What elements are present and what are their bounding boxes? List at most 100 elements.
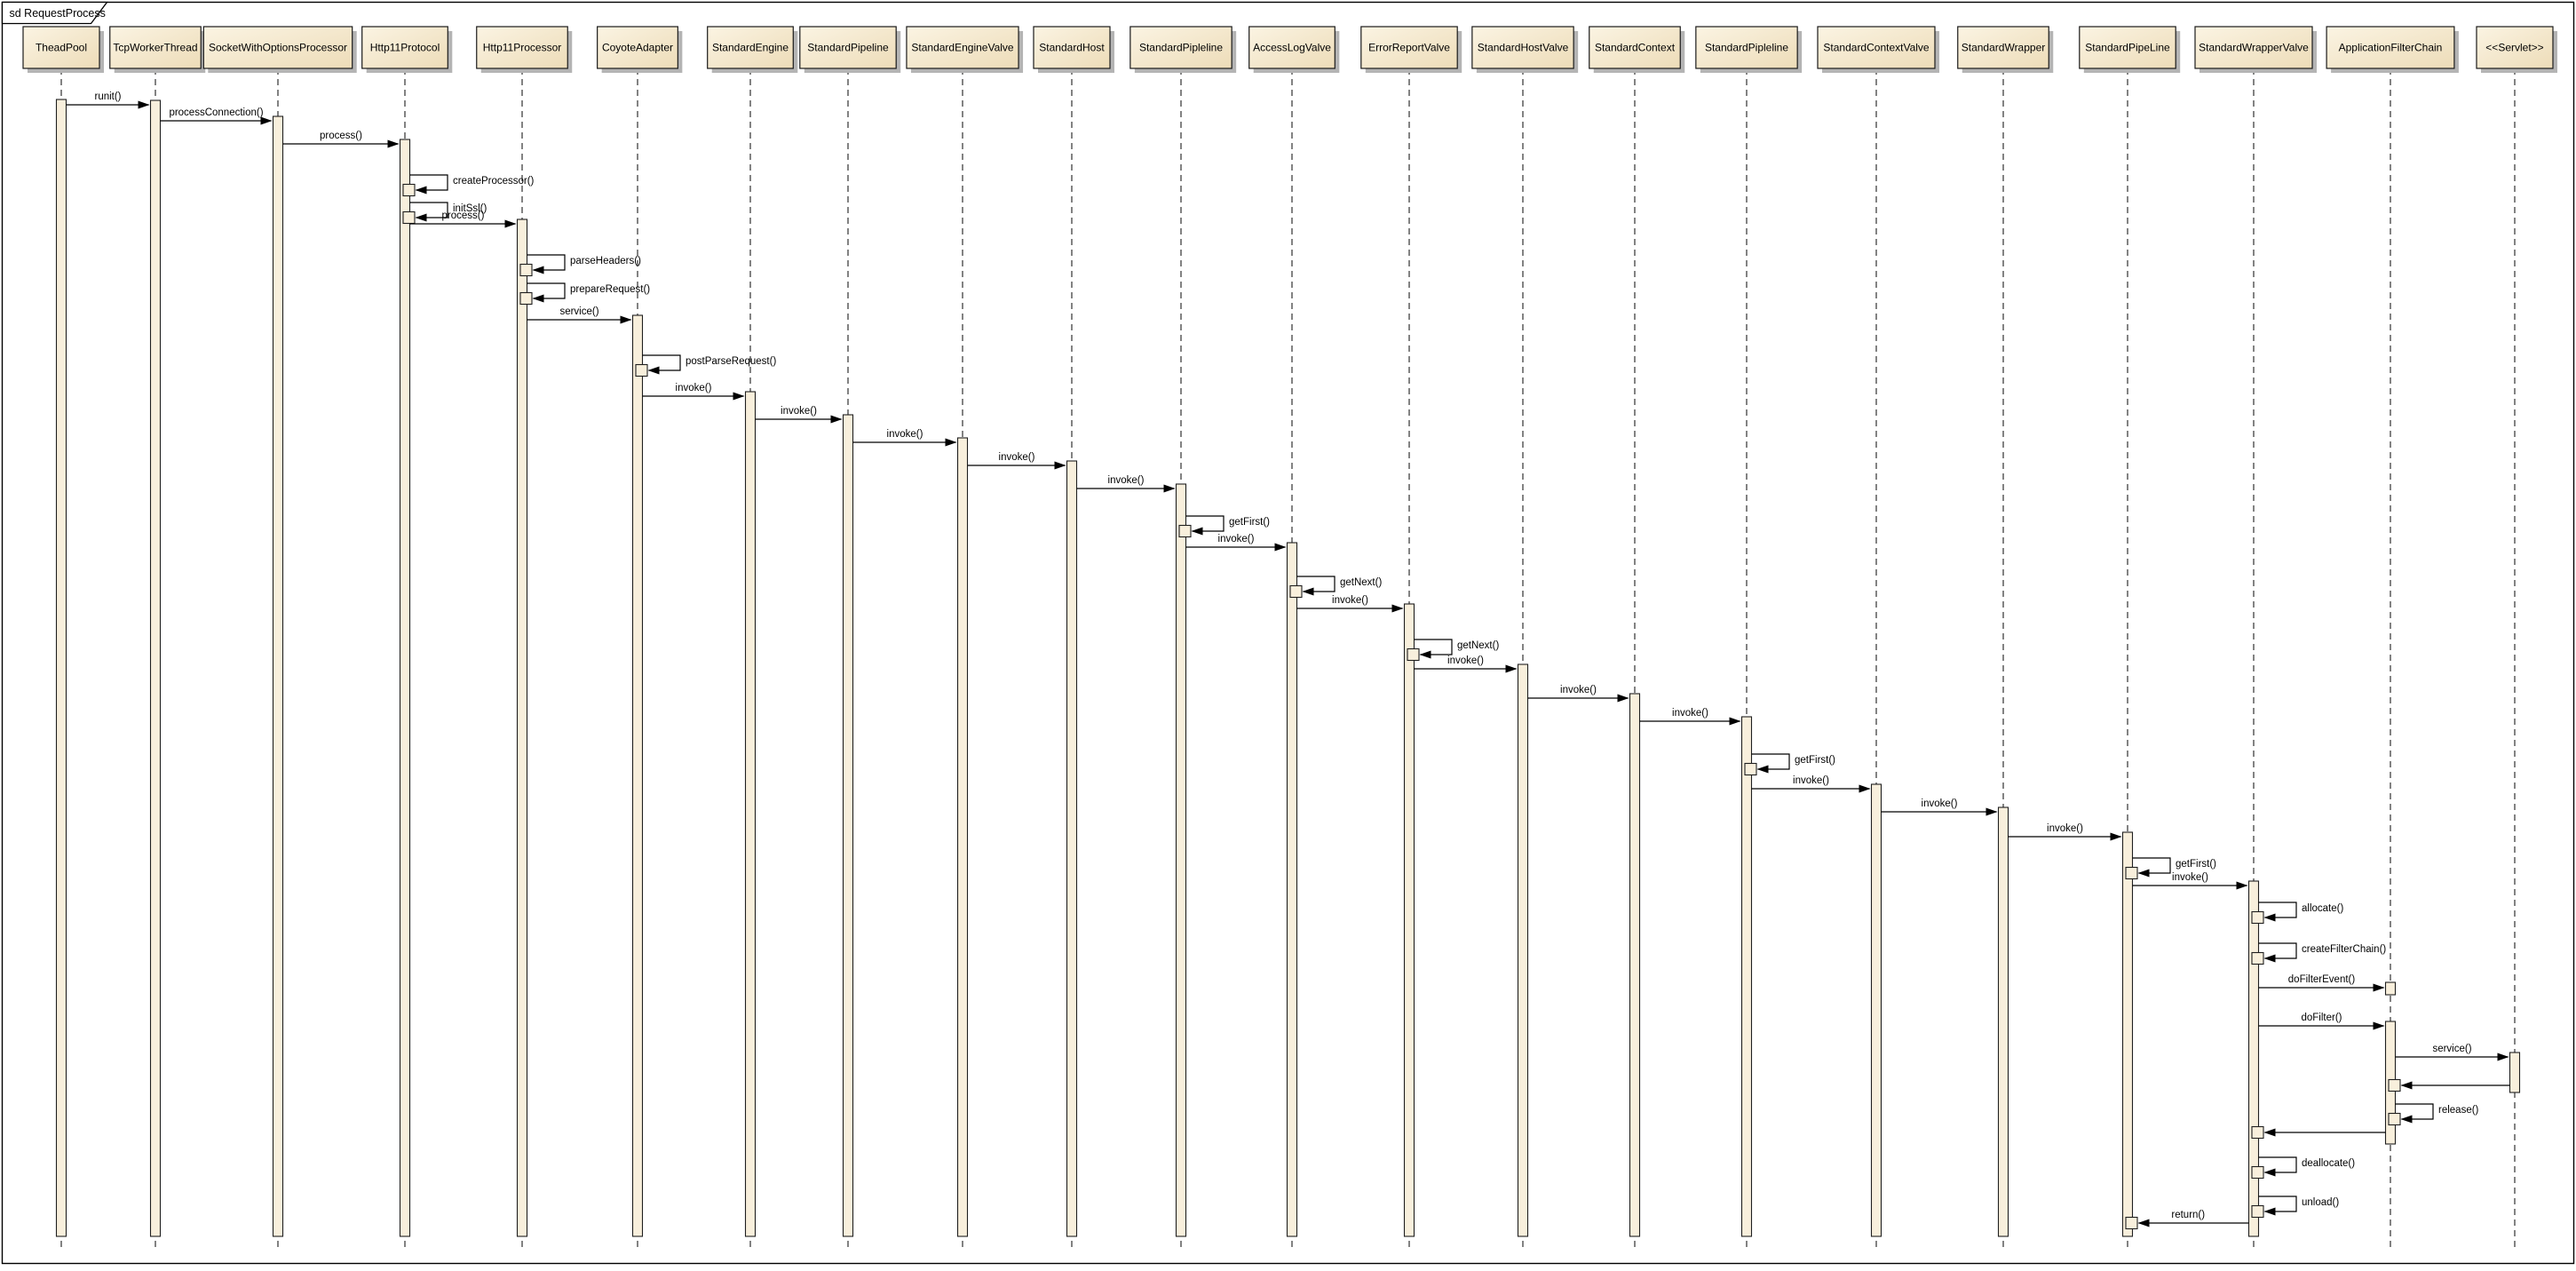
arrowhead <box>1419 650 1431 659</box>
lifeline-standardenginevalve-8: StandardEngineValve <box>906 26 1024 1250</box>
message-11-invoke: invoke() <box>642 383 745 401</box>
lifeline-head <box>1033 26 1111 69</box>
lifeline-head <box>476 26 568 69</box>
self-message-loop <box>1751 753 1790 770</box>
activation-bar-theadpool <box>55 99 67 1237</box>
lifeline-head-label: ApplicationFilterChain <box>2339 42 2443 54</box>
lifeline-head <box>1471 26 1574 69</box>
lifeline-head-label: CoyoteAdapter <box>602 42 673 54</box>
message-4-createprocessor: createProcessor() <box>402 174 535 197</box>
arrowhead <box>504 219 517 228</box>
message-label: prepareRequest() <box>570 284 650 295</box>
arrowhead <box>532 266 544 274</box>
message-14-invoke: invoke() <box>967 452 1066 470</box>
lifeline-standardpipleline-15: StandardPipleline <box>1695 26 1803 1250</box>
lifeline-head-label: StandardHost <box>1039 42 1105 54</box>
message-label: createProcessor() <box>453 176 535 187</box>
message-37-return <box>2251 1125 2386 1140</box>
lifeline-head <box>2326 26 2455 69</box>
activation-bar-accesslogvalve <box>1286 542 1298 1237</box>
lifeline-head <box>2476 26 2554 69</box>
message-label: process() <box>320 131 362 141</box>
message-label: allocate() <box>2302 903 2343 914</box>
lifeline-head-label: StandardPipleline <box>1139 42 1223 54</box>
self-message-loop <box>1296 576 1336 592</box>
arrowhead <box>260 116 273 125</box>
activation-bar-coyoteadapter <box>631 314 644 1237</box>
self-message-loop <box>1185 515 1225 532</box>
lifeline-head-label: AccessLogValve <box>1253 42 1331 54</box>
message-32-dofilterevent: doFilterEvent() <box>2258 974 2385 992</box>
arrowhead <box>2263 1207 2276 1216</box>
lifeline-servlet-21: <<Servlet>> <box>2476 26 2557 1250</box>
message-label: getFirst() <box>1229 517 1270 528</box>
message-label: getNext() <box>1457 640 1499 651</box>
return-box <box>635 363 648 377</box>
lifeline-head-label: StandardPipeLine <box>2085 42 2170 54</box>
message-13-invoke: invoke() <box>852 429 957 447</box>
lifeline-standardengine-6: StandardEngine <box>707 26 798 1250</box>
arrowhead <box>415 213 427 222</box>
lifeline-head-label: StandardHostValve <box>1478 42 1569 54</box>
message-label: return() <box>2171 1210 2205 1220</box>
message-label: invoke() <box>781 406 817 417</box>
arrowhead <box>1756 765 1769 774</box>
message-label: invoke() <box>887 429 923 440</box>
lifeline-head <box>1129 26 1233 69</box>
message-label: postParseRequest() <box>686 356 776 367</box>
return-box <box>1744 762 1757 776</box>
message-label: invoke() <box>1332 595 1368 606</box>
message-30-allocate: allocate() <box>2251 902 2343 925</box>
message-16-getfirst: getFirst() <box>1178 515 1270 538</box>
message-label: parseHeaders() <box>570 256 641 266</box>
arrowhead <box>2263 954 2276 963</box>
lifeline-head-label: TheadPool <box>36 42 87 54</box>
activation-bar-standardwrappervalve <box>2247 880 2260 1237</box>
lifeline-head <box>2079 26 2176 69</box>
message-22-invoke: invoke() <box>1527 685 1629 703</box>
lifeline-standardhostvalve-13: StandardHostValve <box>1471 26 1579 1250</box>
self-message-loop <box>642 354 681 371</box>
lifeline-head <box>1360 26 1458 69</box>
return-box <box>402 211 416 225</box>
message-39-unload: unload() <box>2251 1196 2339 1219</box>
self-message-loop <box>2395 1103 2434 1120</box>
self-message-loop <box>2258 1156 2297 1173</box>
self-message-loop <box>527 254 566 271</box>
message-label: getFirst() <box>2176 859 2216 870</box>
self-message-loop <box>1414 639 1453 655</box>
lifeline-standardpipeline-18: StandardPipeLine <box>2079 26 2181 1250</box>
message-label: invoke() <box>1447 655 1484 666</box>
lifeline-applicationfilterchain-20: ApplicationFilterChain <box>2326 26 2459 1250</box>
message-label: invoke() <box>676 383 712 393</box>
message-27-invoke: invoke() <box>2008 823 2122 841</box>
arrowhead <box>2236 881 2248 890</box>
message-8-preparerequest: prepareRequest() <box>519 282 650 306</box>
arrowhead <box>2263 1168 2276 1177</box>
message-40-return: return() <box>2125 1210 2249 1230</box>
self-message-loop <box>2132 857 2171 874</box>
message-label: processConnection() <box>169 107 263 118</box>
message-label: runit() <box>94 91 121 102</box>
lifeline-head-label: StandardWrapperValve <box>2199 42 2309 54</box>
arrowhead <box>945 438 957 447</box>
activation-bar-standardcontextvalve <box>1870 783 1882 1237</box>
activation-bar-servlet <box>2509 1052 2521 1093</box>
activation-bar-http11processor <box>516 218 528 1237</box>
message-label: service() <box>2432 1044 2471 1054</box>
arrowhead <box>1729 717 1741 726</box>
return-box <box>2251 1125 2264 1140</box>
message-label: process() <box>442 211 485 221</box>
message-26-invoke: invoke() <box>1881 798 1998 816</box>
lifeline-standardcontextvalve-16: StandardContextValve <box>1817 26 1939 1250</box>
lifeline-head <box>1695 26 1798 69</box>
return-box <box>2251 951 2264 965</box>
return-box <box>2125 1216 2138 1230</box>
lifeline-standardwrapper-17: StandardWrapper <box>1957 26 2054 1250</box>
lifeline-head <box>799 26 897 69</box>
return-box <box>2388 1112 2401 1126</box>
arrowhead <box>2373 1021 2385 1030</box>
